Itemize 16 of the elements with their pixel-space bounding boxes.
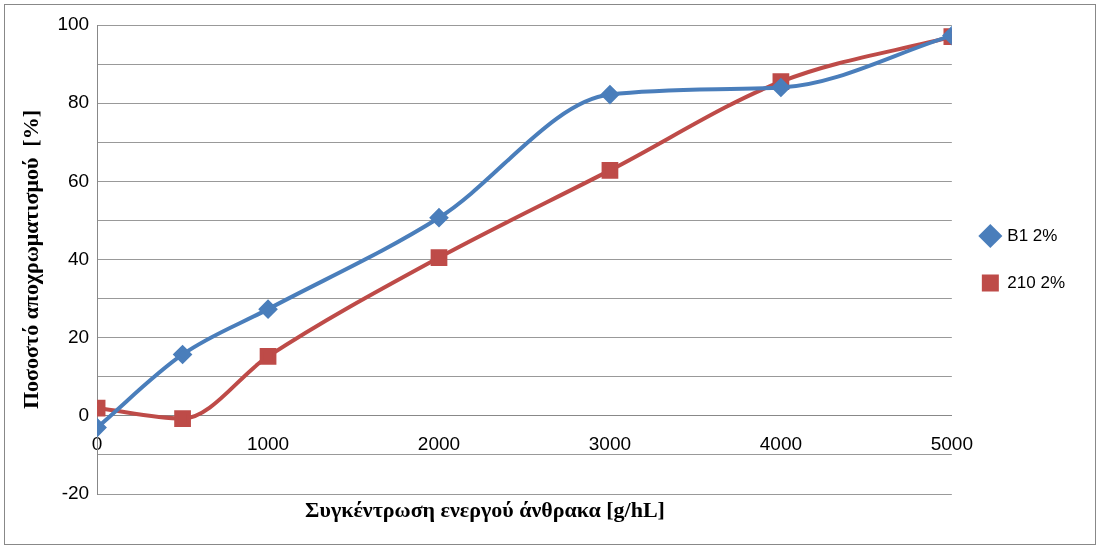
x-tick-label: 4000 bbox=[759, 433, 803, 455]
y-tick-label: 100 bbox=[57, 13, 90, 35]
y-axis-title: Ποσοστό αποχρωματισμού [%] bbox=[17, 110, 43, 409]
x-axis-title: Συγκέντρωση ενεργού άνθρακα [g/hL] bbox=[305, 497, 665, 522]
y-tick-label: 0 bbox=[78, 404, 90, 426]
y-tick-label: 60 bbox=[67, 169, 90, 191]
x-tick-label: 2000 bbox=[417, 433, 461, 455]
y-tick-label: 20 bbox=[67, 325, 90, 347]
legend-label: B1 2% bbox=[1007, 225, 1058, 245]
x-tick-label: 5000 bbox=[930, 433, 973, 455]
legend-label: 210 2% bbox=[1007, 272, 1066, 292]
y-tick-label: -20 bbox=[61, 482, 90, 504]
x-tick-label: 1000 bbox=[246, 433, 290, 455]
y-tick-label: 40 bbox=[67, 247, 90, 269]
x-tick-label: 3000 bbox=[588, 433, 632, 455]
y-tick-label: 80 bbox=[67, 91, 90, 113]
